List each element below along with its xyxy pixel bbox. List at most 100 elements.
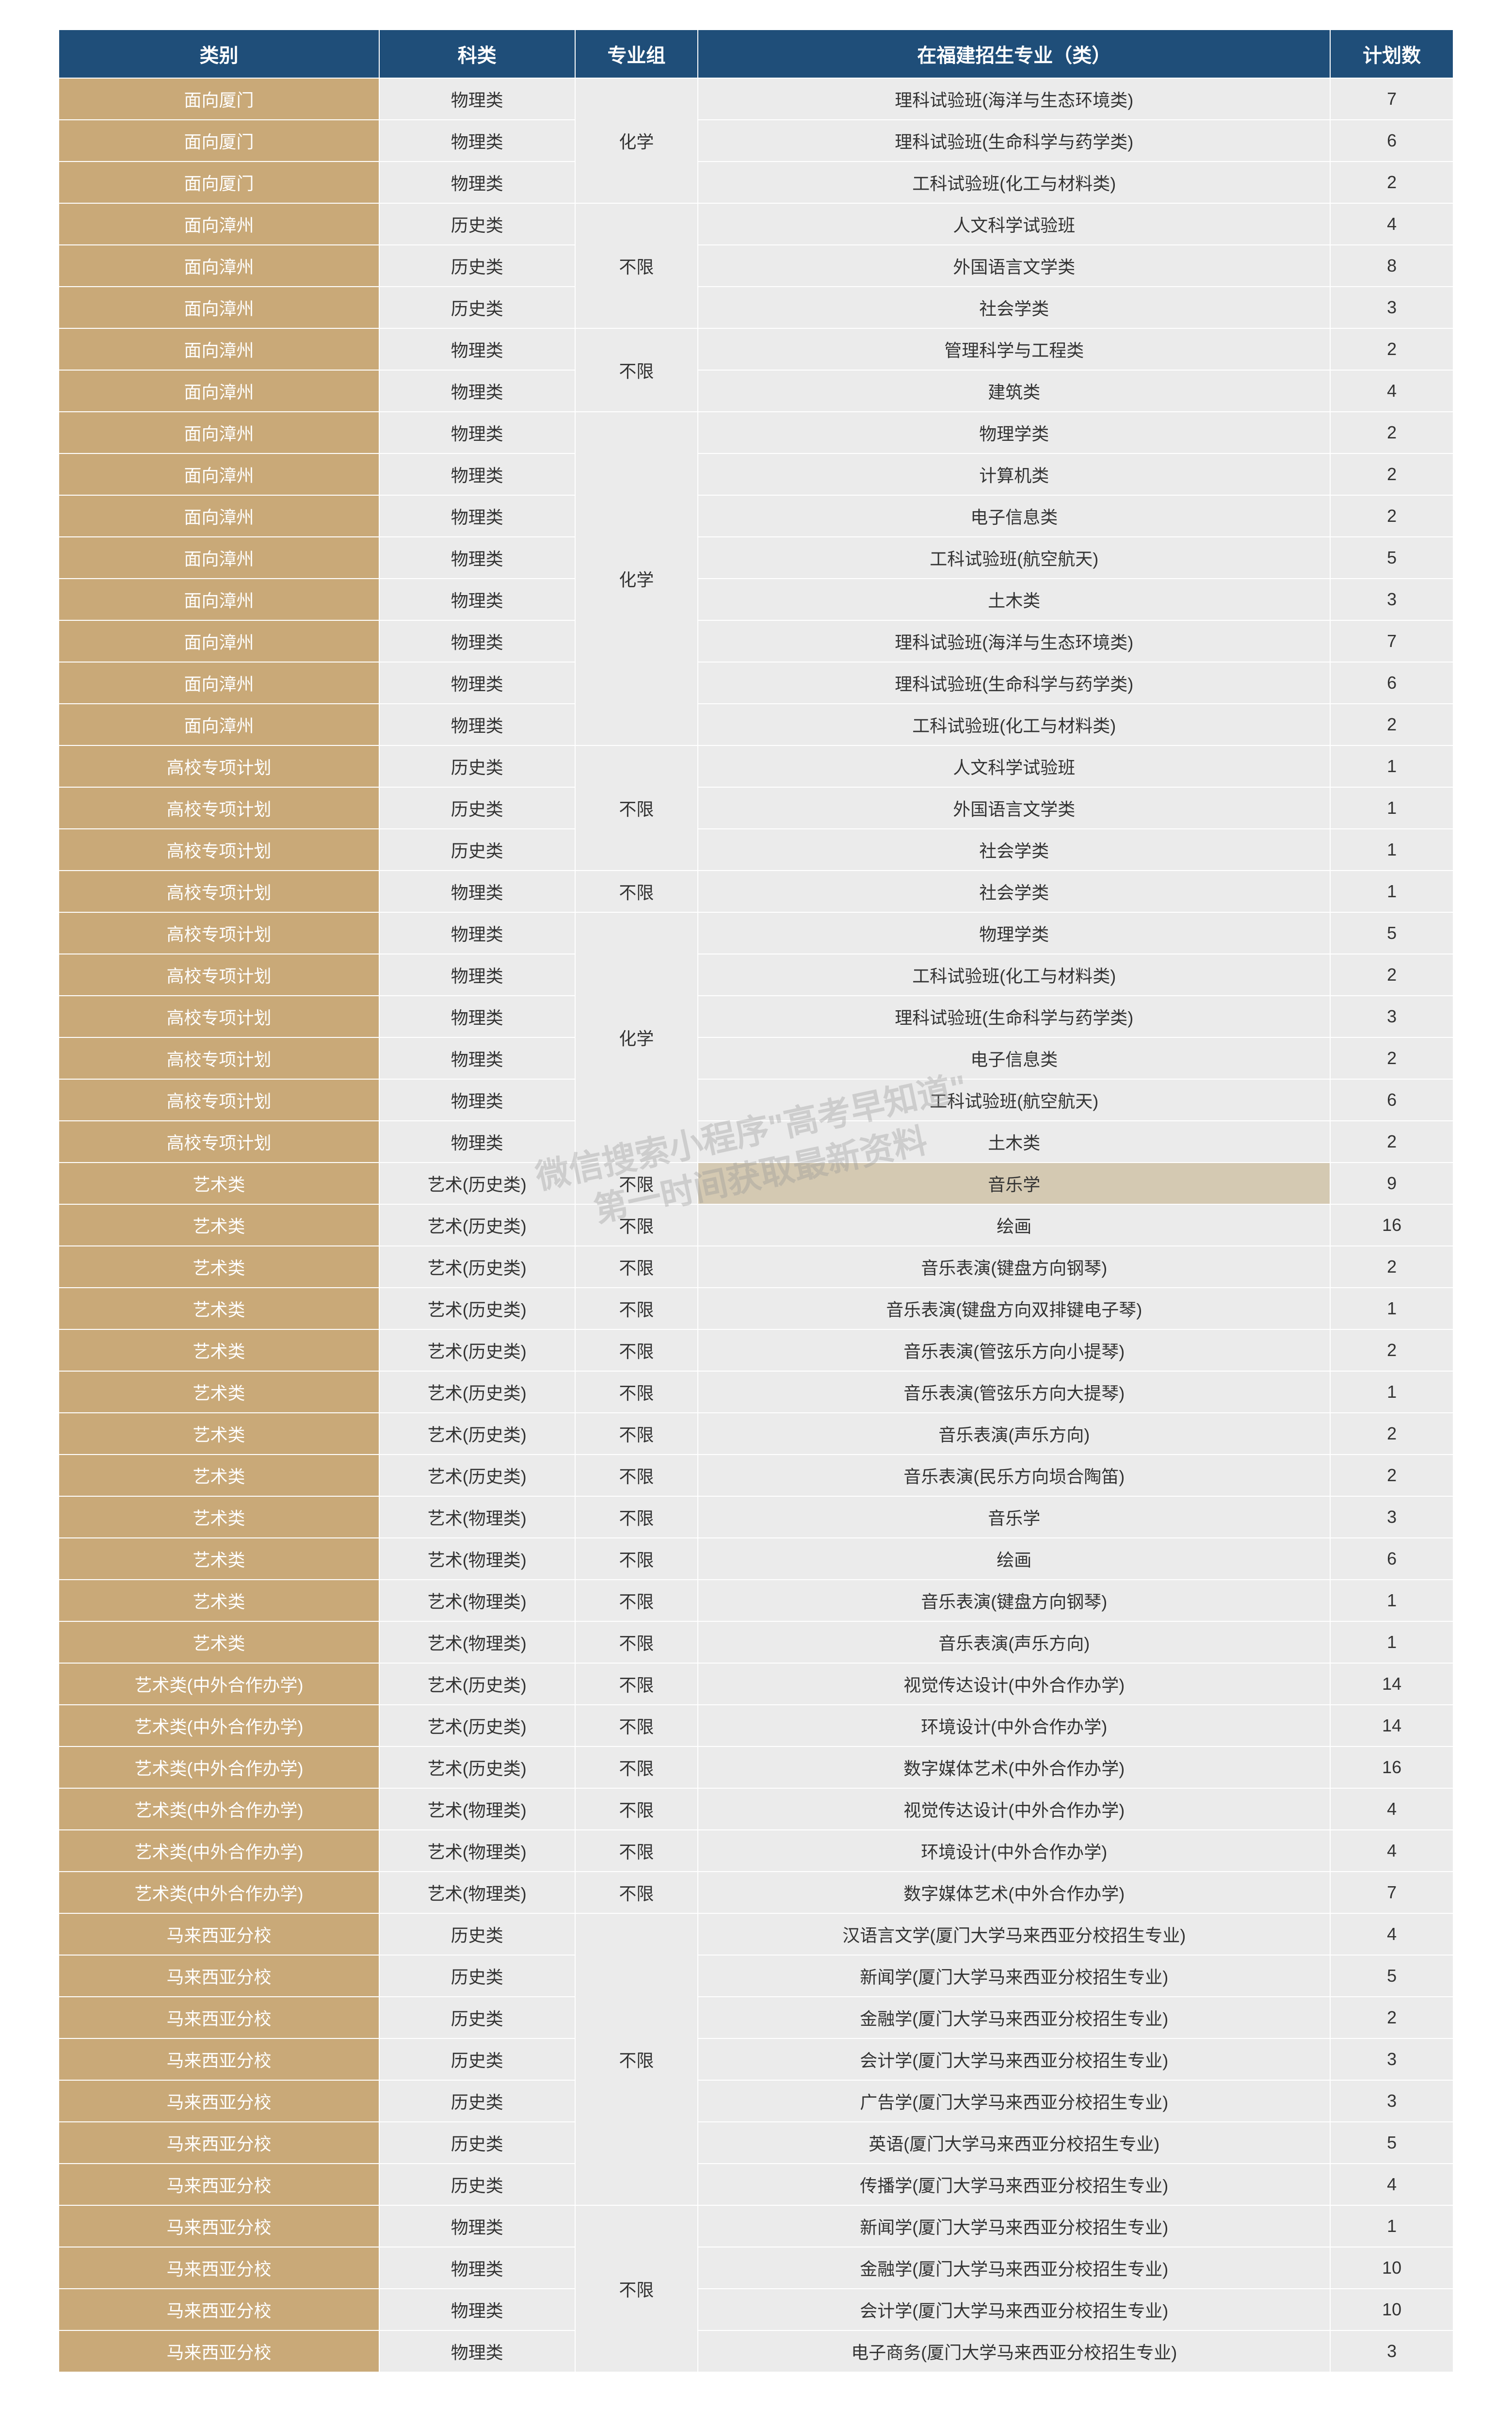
cell-group: 不限 bbox=[575, 2205, 698, 2372]
cell-subject: 物理类 bbox=[379, 912, 575, 954]
cell-plan: 6 bbox=[1330, 120, 1453, 162]
cell-major: 管理科学与工程类 bbox=[698, 328, 1330, 370]
table-body: 面向厦门物理类化学理科试验班(海洋与生态环境类)7面向厦门物理类理科试验班(生命… bbox=[59, 78, 1453, 2372]
cell-group: 不限 bbox=[575, 1163, 698, 1204]
cell-category: 艺术类 bbox=[59, 1496, 379, 1538]
cell-group: 不限 bbox=[575, 1246, 698, 1288]
table-row: 高校专项计划历史类外国语言文学类1 bbox=[59, 787, 1453, 829]
cell-group: 不限 bbox=[575, 1621, 698, 1663]
cell-plan: 2 bbox=[1330, 495, 1453, 537]
cell-subject: 物理类 bbox=[379, 162, 575, 203]
cell-major: 工科试验班(航空航天) bbox=[698, 1079, 1330, 1121]
table-row: 高校专项计划物理类不限社会学类1 bbox=[59, 871, 1453, 912]
cell-subject: 物理类 bbox=[379, 2205, 575, 2247]
cell-major: 环境设计(中外合作办学) bbox=[698, 1830, 1330, 1872]
header-category: 类别 bbox=[59, 30, 379, 78]
cell-plan: 2 bbox=[1330, 1037, 1453, 1079]
cell-plan: 4 bbox=[1330, 1788, 1453, 1830]
cell-plan: 4 bbox=[1330, 203, 1453, 245]
cell-category: 马来西亚分校 bbox=[59, 2205, 379, 2247]
cell-category: 艺术类 bbox=[59, 1580, 379, 1621]
cell-subject: 艺术(物理类) bbox=[379, 1621, 575, 1663]
cell-category: 高校专项计划 bbox=[59, 954, 379, 996]
cell-category: 艺术类 bbox=[59, 1288, 379, 1329]
cell-major: 音乐表演(键盘方向钢琴) bbox=[698, 1246, 1330, 1288]
cell-group: 不限 bbox=[575, 1872, 698, 1913]
cell-category: 面向漳州 bbox=[59, 453, 379, 495]
cell-major: 社会学类 bbox=[698, 871, 1330, 912]
cell-plan: 5 bbox=[1330, 2122, 1453, 2164]
cell-major: 会计学(厦门大学马来西亚分校招生专业) bbox=[698, 2289, 1330, 2330]
cell-category: 艺术类(中外合作办学) bbox=[59, 1872, 379, 1913]
cell-subject: 物理类 bbox=[379, 2289, 575, 2330]
cell-major: 广告学(厦门大学马来西亚分校招生专业) bbox=[698, 2080, 1330, 2122]
table-row: 艺术类艺术(历史类)不限音乐表演(管弦乐方向小提琴)2 bbox=[59, 1329, 1453, 1371]
cell-plan: 10 bbox=[1330, 2247, 1453, 2289]
cell-category: 艺术类(中外合作办学) bbox=[59, 1746, 379, 1788]
table-row: 艺术类艺术(历史类)不限音乐表演(管弦乐方向大提琴)1 bbox=[59, 1371, 1453, 1413]
cell-subject: 物理类 bbox=[379, 537, 575, 579]
cell-major: 金融学(厦门大学马来西亚分校招生专业) bbox=[698, 2247, 1330, 2289]
cell-subject: 历史类 bbox=[379, 245, 575, 287]
cell-plan: 1 bbox=[1330, 1371, 1453, 1413]
cell-subject: 历史类 bbox=[379, 745, 575, 787]
cell-category: 面向厦门 bbox=[59, 162, 379, 203]
cell-major: 音乐表演(声乐方向) bbox=[698, 1413, 1330, 1455]
cell-group: 不限 bbox=[575, 1371, 698, 1413]
cell-category: 艺术类 bbox=[59, 1413, 379, 1455]
cell-category: 面向漳州 bbox=[59, 704, 379, 745]
cell-plan: 2 bbox=[1330, 954, 1453, 996]
cell-category: 高校专项计划 bbox=[59, 1121, 379, 1163]
cell-category: 面向漳州 bbox=[59, 495, 379, 537]
cell-subject: 历史类 bbox=[379, 1913, 575, 1955]
table-row: 马来西亚分校历史类金融学(厦门大学马来西亚分校招生专业)2 bbox=[59, 1997, 1453, 2038]
cell-group: 不限 bbox=[575, 1746, 698, 1788]
cell-major: 视觉传达设计(中外合作办学) bbox=[698, 1663, 1330, 1705]
table-row: 艺术类(中外合作办学)艺术(历史类)不限环境设计(中外合作办学)14 bbox=[59, 1705, 1453, 1746]
table-row: 高校专项计划物理类工科试验班(航空航天)6 bbox=[59, 1079, 1453, 1121]
cell-plan: 6 bbox=[1330, 1079, 1453, 1121]
cell-plan: 4 bbox=[1330, 2164, 1453, 2205]
cell-subject: 物理类 bbox=[379, 620, 575, 662]
cell-category: 马来西亚分校 bbox=[59, 2330, 379, 2372]
cell-plan: 2 bbox=[1330, 1413, 1453, 1455]
cell-subject: 历史类 bbox=[379, 1997, 575, 2038]
cell-major: 音乐表演(民乐方向埙合陶笛) bbox=[698, 1455, 1330, 1496]
cell-group: 不限 bbox=[575, 1329, 698, 1371]
table-row: 艺术类艺术(物理类)不限绘画6 bbox=[59, 1538, 1453, 1580]
table-row: 面向漳州物理类建筑类4 bbox=[59, 370, 1453, 412]
table-row: 艺术类(中外合作办学)艺术(物理类)不限数字媒体艺术(中外合作办学)7 bbox=[59, 1872, 1453, 1913]
cell-category: 面向漳州 bbox=[59, 537, 379, 579]
cell-subject: 物理类 bbox=[379, 954, 575, 996]
cell-subject: 历史类 bbox=[379, 829, 575, 871]
cell-major: 金融学(厦门大学马来西亚分校招生专业) bbox=[698, 1997, 1330, 2038]
cell-plan: 10 bbox=[1330, 2289, 1453, 2330]
cell-major: 绘画 bbox=[698, 1538, 1330, 1580]
cell-plan: 5 bbox=[1330, 537, 1453, 579]
table-wrapper: 类别 科类 专业组 在福建招生专业（类） 计划数 面向厦门物理类化学理科试验班(… bbox=[58, 29, 1454, 2373]
cell-plan: 2 bbox=[1330, 704, 1453, 745]
cell-plan: 16 bbox=[1330, 1746, 1453, 1788]
cell-group: 不限 bbox=[575, 1204, 698, 1246]
cell-subject: 物理类 bbox=[379, 370, 575, 412]
cell-major: 工科试验班(化工与材料类) bbox=[698, 162, 1330, 203]
cell-major: 新闻学(厦门大学马来西亚分校招生专业) bbox=[698, 1955, 1330, 1997]
cell-subject: 历史类 bbox=[379, 2080, 575, 2122]
cell-plan: 1 bbox=[1330, 1288, 1453, 1329]
cell-plan: 6 bbox=[1330, 662, 1453, 704]
cell-major: 音乐表演(管弦乐方向小提琴) bbox=[698, 1329, 1330, 1371]
cell-major: 电子商务(厦门大学马来西亚分校招生专业) bbox=[698, 2330, 1330, 2372]
cell-plan: 7 bbox=[1330, 78, 1453, 120]
cell-major: 理科试验班(生命科学与药学类) bbox=[698, 996, 1330, 1037]
cell-major: 数字媒体艺术(中外合作办学) bbox=[698, 1872, 1330, 1913]
cell-plan: 14 bbox=[1330, 1663, 1453, 1705]
cell-category: 面向漳州 bbox=[59, 328, 379, 370]
cell-group: 不限 bbox=[575, 1788, 698, 1830]
cell-subject: 艺术(物理类) bbox=[379, 1580, 575, 1621]
cell-plan: 2 bbox=[1330, 1246, 1453, 1288]
cell-group: 化学 bbox=[575, 912, 698, 1163]
cell-category: 面向漳州 bbox=[59, 412, 379, 453]
cell-group: 不限 bbox=[575, 1413, 698, 1455]
cell-group: 不限 bbox=[575, 328, 698, 412]
cell-category: 面向漳州 bbox=[59, 203, 379, 245]
